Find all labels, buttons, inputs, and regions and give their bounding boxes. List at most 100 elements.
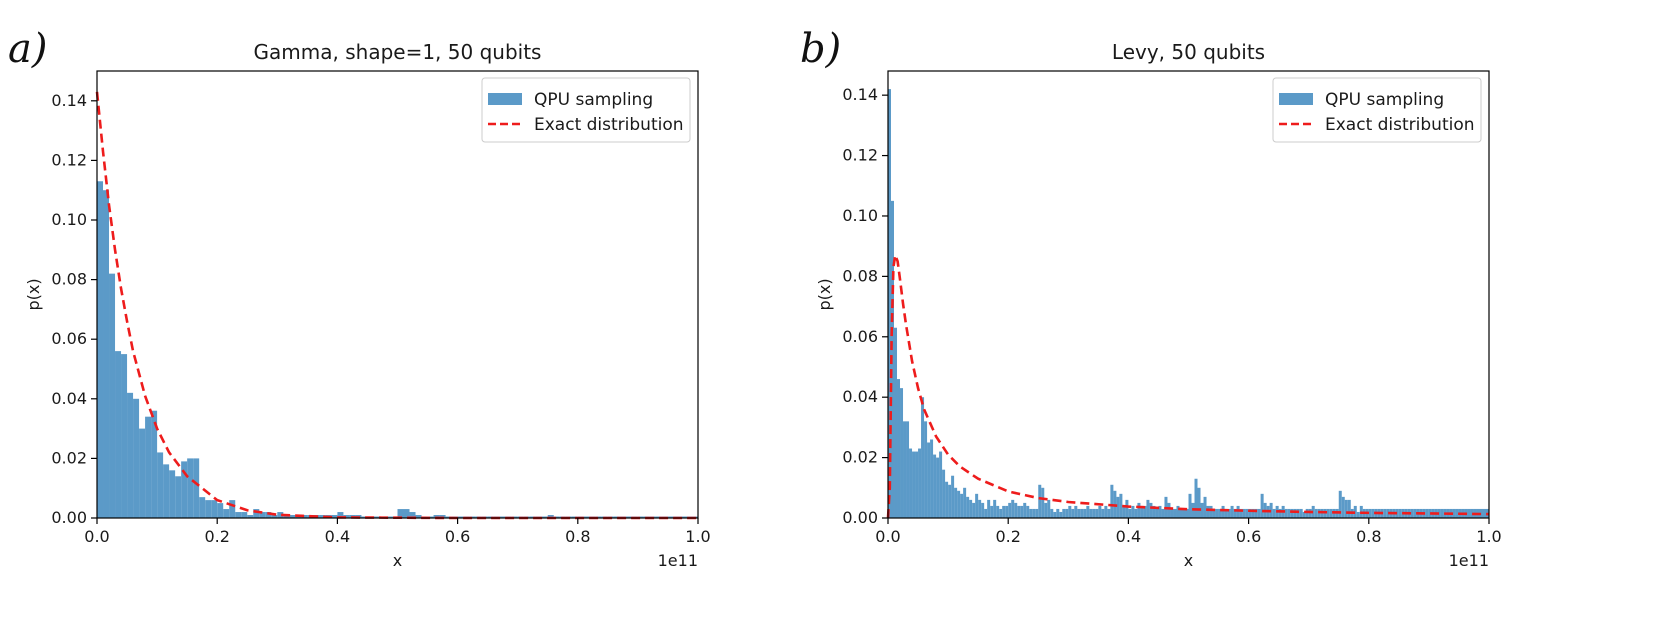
a-histogram-bar: [403, 509, 410, 518]
b-x-offset-label: 1e11: [1449, 551, 1489, 570]
b-chart-title: Levy, 50 qubits: [1112, 40, 1265, 64]
b-histogram-bar: [1194, 478, 1198, 518]
b-legend-entry-exact: Exact distribution: [1325, 115, 1475, 135]
b-histogram-bar: [1215, 508, 1219, 518]
a-histogram-bar: [409, 512, 416, 518]
b-histogram-bar: [1176, 505, 1180, 518]
b-y-tick-label: 0.10: [842, 206, 878, 225]
b-histogram-bar: [1101, 508, 1105, 518]
b-x-tick-label: 1.0: [1476, 527, 1501, 546]
b-histogram-bar: [1023, 502, 1027, 518]
a-histogram-bar: [499, 516, 506, 518]
b-x-tick-label: 0.2: [995, 527, 1020, 546]
b-histogram-bar: [1425, 508, 1429, 518]
a-panel-label: a): [8, 26, 47, 72]
a-x-offset-label: 1e11: [658, 551, 698, 570]
a-histogram-bar: [253, 509, 260, 518]
b-histogram-bar: [1188, 493, 1192, 518]
a-x-tick-label: 0.0: [84, 527, 109, 546]
a-histogram-bar: [541, 516, 548, 518]
a-histogram-bar: [571, 516, 578, 518]
b-histogram-bar: [1167, 502, 1171, 518]
b-histogram-bar: [912, 451, 916, 518]
a-histogram-bar: [151, 410, 158, 518]
b-histogram-bar: [1143, 505, 1147, 518]
b-histogram-bar: [1116, 496, 1120, 518]
a-x-tick-label: 0.2: [204, 527, 229, 546]
b-histogram-bar: [1128, 508, 1132, 518]
b-histogram-bar: [1068, 505, 1072, 518]
a-histogram-bar: [385, 516, 392, 518]
b-histogram-bar: [1092, 508, 1096, 518]
b-histogram-bar: [1296, 508, 1300, 518]
b-histogram-bar: [1368, 508, 1372, 518]
b-histogram-bar: [948, 484, 952, 518]
a-histogram-bar: [97, 181, 104, 518]
a-histogram-bar: [511, 516, 518, 518]
b-histogram-bar: [1131, 505, 1135, 518]
a-histogram-bar: [103, 190, 110, 518]
b-histogram-bar: [1218, 508, 1222, 518]
b-x-tick-label: 0.4: [1116, 527, 1141, 546]
a-histogram-bar: [343, 515, 350, 518]
b-histogram-bar: [927, 442, 931, 518]
a-histogram-bar: [265, 512, 272, 518]
a-histogram-bar: [637, 516, 644, 518]
b-histogram-bar: [1284, 508, 1288, 518]
b-histogram-bar: [1356, 511, 1360, 518]
a-exact-distribution-line: [95, 91, 698, 520]
b-legend-swatch-qpu: [1279, 93, 1313, 105]
a-histogram-bar: [145, 416, 152, 518]
a-histogram-bar: [331, 515, 338, 518]
a-histogram-bar: [139, 428, 146, 518]
b-histogram-bar: [1338, 490, 1342, 518]
a-histogram-bar: [439, 515, 446, 518]
b-y-tick-label: 0.02: [842, 448, 878, 467]
b-histogram-bar: [1152, 505, 1156, 518]
a-histogram-bar: [625, 516, 632, 518]
b-histogram-bar: [1269, 502, 1273, 518]
b-histogram-bar: [1287, 508, 1291, 518]
b-histogram-bar: [897, 379, 901, 518]
b-histogram-bar: [1230, 505, 1234, 518]
b-histogram-bar: [1329, 508, 1333, 518]
b-y-tick-label: 0.12: [842, 146, 878, 165]
b-histogram-bar: [1107, 508, 1111, 518]
b-histogram-bar: [1119, 493, 1123, 518]
b-histogram-bar: [1209, 505, 1213, 518]
b-histogram-bar: [1035, 508, 1039, 518]
b-histogram-bar: [1053, 511, 1057, 518]
b-histogram-bar: [1242, 508, 1246, 518]
a-histogram-bar: [397, 509, 404, 518]
b-histogram-bar: [1059, 511, 1063, 518]
b-histogram-bar: [1236, 505, 1240, 518]
b-histogram-bar: [1299, 508, 1303, 518]
b-panel-label: b): [800, 26, 841, 72]
a-histogram-bar: [373, 516, 380, 518]
b-histogram-bar: [1149, 502, 1153, 518]
b-x-tick-label: 0.8: [1356, 527, 1381, 546]
b-histogram-bar: [1056, 508, 1060, 518]
b-histogram-bar: [1203, 496, 1207, 518]
a-y-tick-label: 0.00: [51, 508, 87, 527]
b-histogram-bar: [993, 499, 997, 518]
a-histogram-bar: [193, 458, 200, 518]
b-histogram-bar: [1212, 508, 1216, 518]
b-histogram-bar: [999, 508, 1003, 518]
b-histogram-bar: [1278, 508, 1282, 518]
b-histogram-bar: [942, 469, 946, 518]
b-histogram-bar: [1047, 499, 1051, 518]
a-histogram-bar: [235, 512, 242, 518]
a-axes-frame: [96, 70, 699, 519]
a-histogram-bar: [361, 516, 368, 518]
a-histogram-bar: [487, 516, 494, 518]
a-histogram-bar: [223, 509, 230, 518]
a-histogram-bar: [337, 512, 344, 518]
a-histogram-bar: [427, 516, 434, 518]
a-histogram-bar: [469, 516, 476, 518]
a-histogram-bar: [175, 476, 182, 518]
b-histogram-bar: [1227, 508, 1231, 518]
a-histogram-bar: [121, 354, 128, 518]
b-histogram-bar: [1320, 508, 1324, 518]
b-histogram-bar: [1155, 508, 1159, 518]
